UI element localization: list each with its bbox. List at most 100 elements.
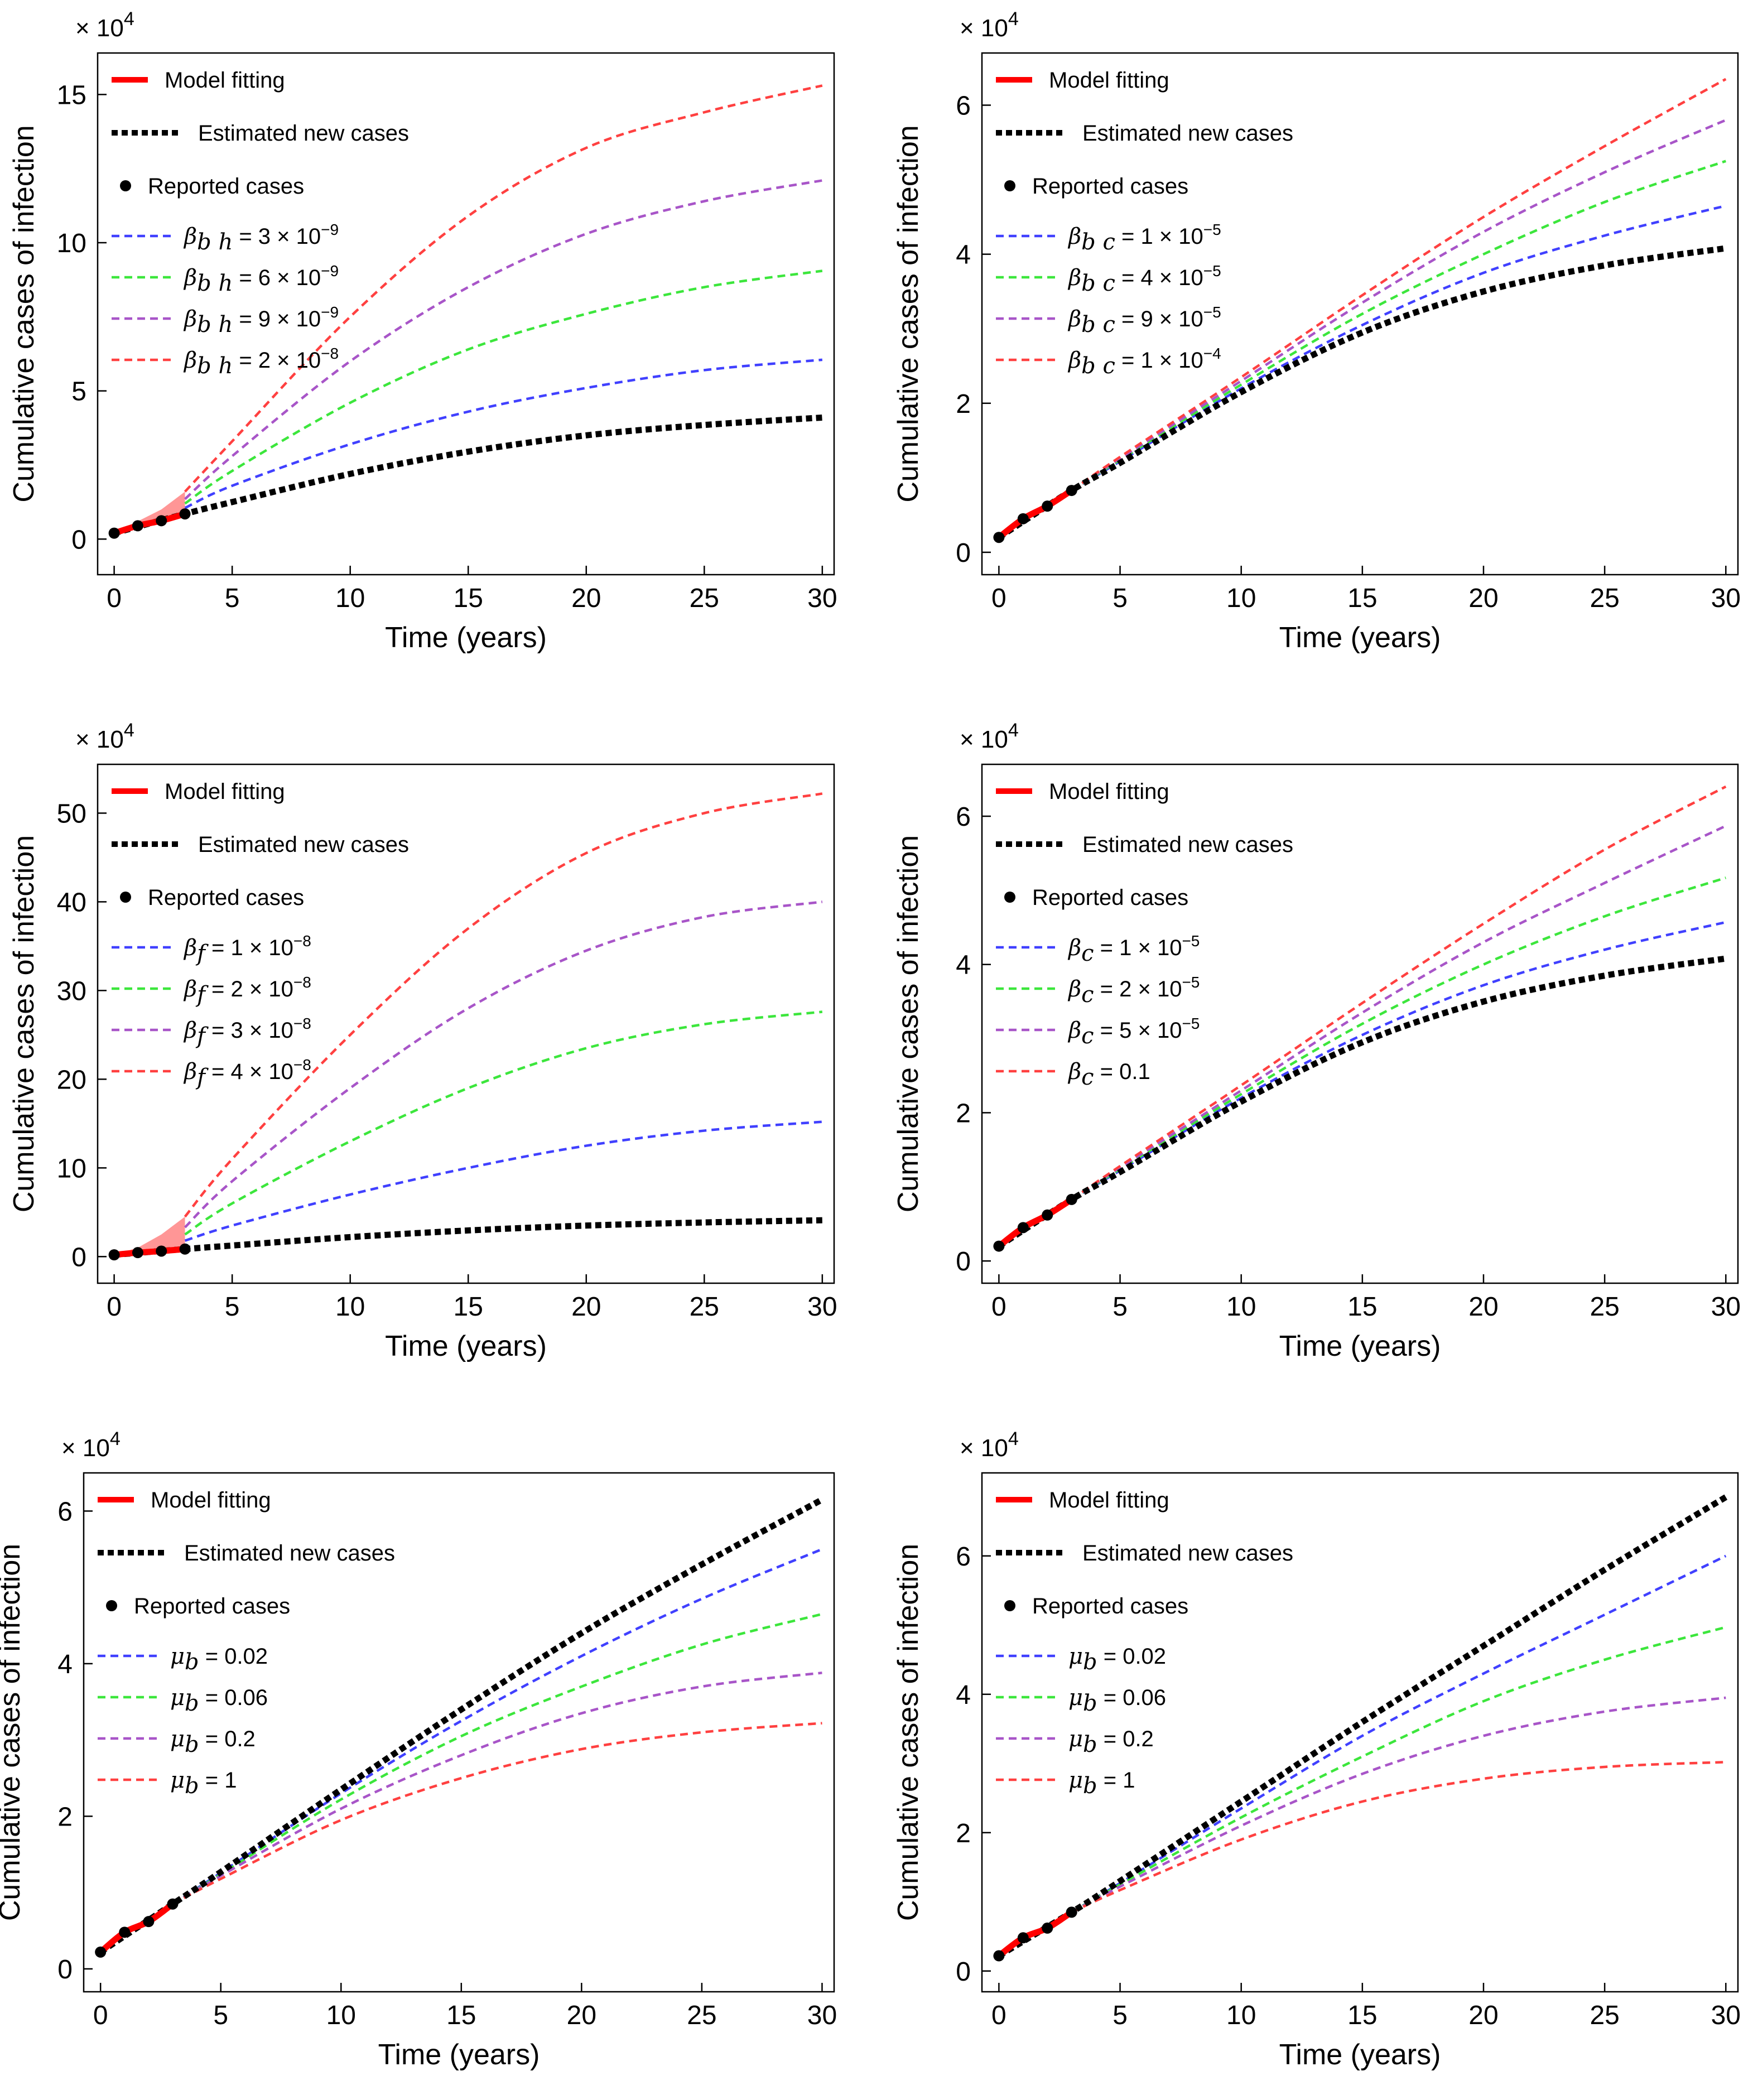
- reported-case-point: [108, 1249, 120, 1261]
- y-tick-label: 0: [57, 1955, 73, 1985]
- x-tick-label: 10: [1226, 584, 1256, 613]
- x-tick-label: 20: [1468, 1292, 1498, 1322]
- reported-case-point: [993, 532, 1005, 543]
- legend-series-label-1: μb = 0.02: [170, 1644, 268, 1675]
- estimated-cases-line: [99, 1497, 824, 1955]
- y-tick-label: 4: [57, 1650, 73, 1679]
- legend-series-label-4: βc = 0.1: [1067, 1059, 1150, 1090]
- reported-case-point: [1042, 500, 1053, 512]
- legend-estimated-label: Estimated new cases: [1082, 1541, 1293, 1566]
- y-axis-label: Cumulative cases of infection: [8, 125, 40, 502]
- legend-reported-label: Reported cases: [134, 1594, 290, 1619]
- series-line-2: [1071, 1626, 1726, 1914]
- y-tick-label: 40: [57, 888, 86, 917]
- series-line-1: [172, 1548, 823, 1905]
- legend-series-label-2: βb h = 6 × 10−9: [183, 262, 339, 296]
- legend-estimated-label: Estimated new cases: [1082, 832, 1293, 857]
- model-fitting-line: [997, 1909, 1073, 1958]
- legend: Model fitting Estimated new cases Reported…: [996, 779, 1293, 1090]
- legend-model-label: Model fitting: [1049, 779, 1169, 804]
- plot-frame: [981, 52, 1739, 576]
- legend-series-label-1: μb = 0.02: [1068, 1644, 1166, 1675]
- legend-series-label-3: βc = 5 × 10−5: [1067, 1015, 1200, 1049]
- plot-frame: [981, 763, 1739, 1284]
- legend-series-label-4: βf = 4 × 10−8: [183, 1056, 311, 1090]
- reported-case-point: [1017, 513, 1029, 524]
- axis-multiplier: × 104: [960, 8, 1019, 42]
- axis-multiplier: × 104: [75, 720, 134, 753]
- x-tick-label: 15: [1347, 1292, 1377, 1322]
- x-tick-label: 25: [1590, 584, 1619, 613]
- model-fitting-line: [997, 1197, 1073, 1249]
- reported-case-point: [179, 1243, 191, 1255]
- x-tick-label: 25: [687, 2001, 716, 2030]
- legend-series-label-4: βb c = 1 × 10−4: [1067, 345, 1221, 379]
- y-tick-label: 15: [57, 80, 86, 110]
- legend-series-label-2: βb c = 4 × 10−5: [1067, 262, 1221, 296]
- x-tick-label: 30: [1711, 1292, 1741, 1322]
- x-tick-label: 10: [335, 1292, 365, 1322]
- y-axis-label: Cumulative cases of infection: [8, 835, 40, 1212]
- x-tick-label: 30: [807, 1292, 837, 1322]
- legend-reported-label: Reported cases: [1032, 1594, 1188, 1619]
- chart-panel-4: 0 5 10 15 20 25 30 0 2 4 6 × 104 Time (years) Cumulat…: [892, 720, 1741, 1362]
- reported-case-point: [95, 1946, 107, 1958]
- x-tick-label: 0: [107, 584, 122, 613]
- legend-series-label-3: μb = 0.2: [1068, 1726, 1154, 1757]
- plot-area: [993, 78, 1727, 543]
- x-tick-label: 25: [1590, 1292, 1619, 1322]
- series-line-1: [1071, 921, 1726, 1201]
- series-line-3: [1071, 1696, 1726, 1914]
- legend-reported-swatch: [1004, 1600, 1015, 1611]
- legend-series-label-3: μb = 0.2: [170, 1726, 256, 1757]
- y-tick-label: 0: [71, 525, 86, 555]
- plot-area: [993, 785, 1727, 1252]
- x-tick-label: 15: [446, 2001, 476, 2030]
- estimated-cases-line: [113, 414, 823, 536]
- axis-multiplier: × 104: [75, 8, 134, 42]
- x-tick-label: 15: [454, 1292, 483, 1322]
- y-tick-label: 30: [57, 976, 86, 1006]
- reported-case-point: [1066, 1193, 1077, 1205]
- plot-frame: [97, 52, 835, 576]
- x-tick-label: 5: [1113, 1292, 1128, 1322]
- legend-series-label-3: βb h = 9 × 10−9: [183, 304, 339, 338]
- x-tick-label: 0: [107, 1292, 122, 1322]
- legend-series-label-4: μb = 1: [170, 1767, 237, 1799]
- x-tick-label: 20: [567, 2001, 596, 2030]
- chart-panel-2: 0 5 10 15 20 25 30 0 2 4 6 × 104 Time (years) Cumulat…: [892, 8, 1741, 654]
- series-line-4: [184, 84, 823, 493]
- x-tick-label: 20: [571, 1292, 601, 1322]
- estimated-cases-line: [997, 955, 1727, 1249]
- x-tick-label: 25: [1590, 2001, 1619, 2030]
- x-axis-label: Time (years): [385, 1330, 547, 1362]
- reported-case-point: [993, 1240, 1005, 1252]
- legend: Model fitting Estimated new cases Reported…: [996, 1488, 1293, 1799]
- x-axis-label: Time (years): [378, 2039, 540, 2071]
- reported-case-point: [108, 527, 120, 539]
- legend-reported-swatch: [120, 180, 131, 191]
- y-axis-label: Cumulative cases of infection: [892, 835, 924, 1212]
- legend-reported-label: Reported cases: [148, 885, 304, 910]
- y-tick-label: 4: [956, 951, 971, 980]
- legend-reported-swatch: [106, 1600, 117, 1611]
- chart-panel-3: 0 5 10 15 20 25 30 0 10 20 30 40 50 × 104 Time (years)…: [8, 720, 837, 1362]
- legend-series-label-1: βb c = 1 × 10−5: [1067, 221, 1221, 255]
- x-tick-label: 30: [807, 584, 837, 613]
- x-tick-label: 10: [326, 2001, 356, 2030]
- y-tick-label: 5: [71, 377, 86, 407]
- plot-frame: [83, 1472, 835, 1993]
- y-tick-label: 6: [956, 802, 971, 832]
- reported-case-point: [132, 1247, 143, 1259]
- legend-series-label-2: βf = 2 × 10−8: [183, 974, 311, 1008]
- x-tick-label: 10: [335, 584, 365, 613]
- reported-case-point: [143, 1916, 155, 1928]
- series-line-4: [1071, 78, 1727, 492]
- legend-series-label-4: βb h = 2 × 10−8: [183, 345, 339, 379]
- legend-reported-swatch: [120, 892, 131, 903]
- reported-case-point: [1017, 1222, 1029, 1234]
- reported-case-point: [1066, 485, 1077, 497]
- y-tick-label: 2: [956, 1099, 971, 1128]
- plot-area: [993, 1494, 1728, 1962]
- legend-estimated-label: Estimated new cases: [1082, 121, 1293, 146]
